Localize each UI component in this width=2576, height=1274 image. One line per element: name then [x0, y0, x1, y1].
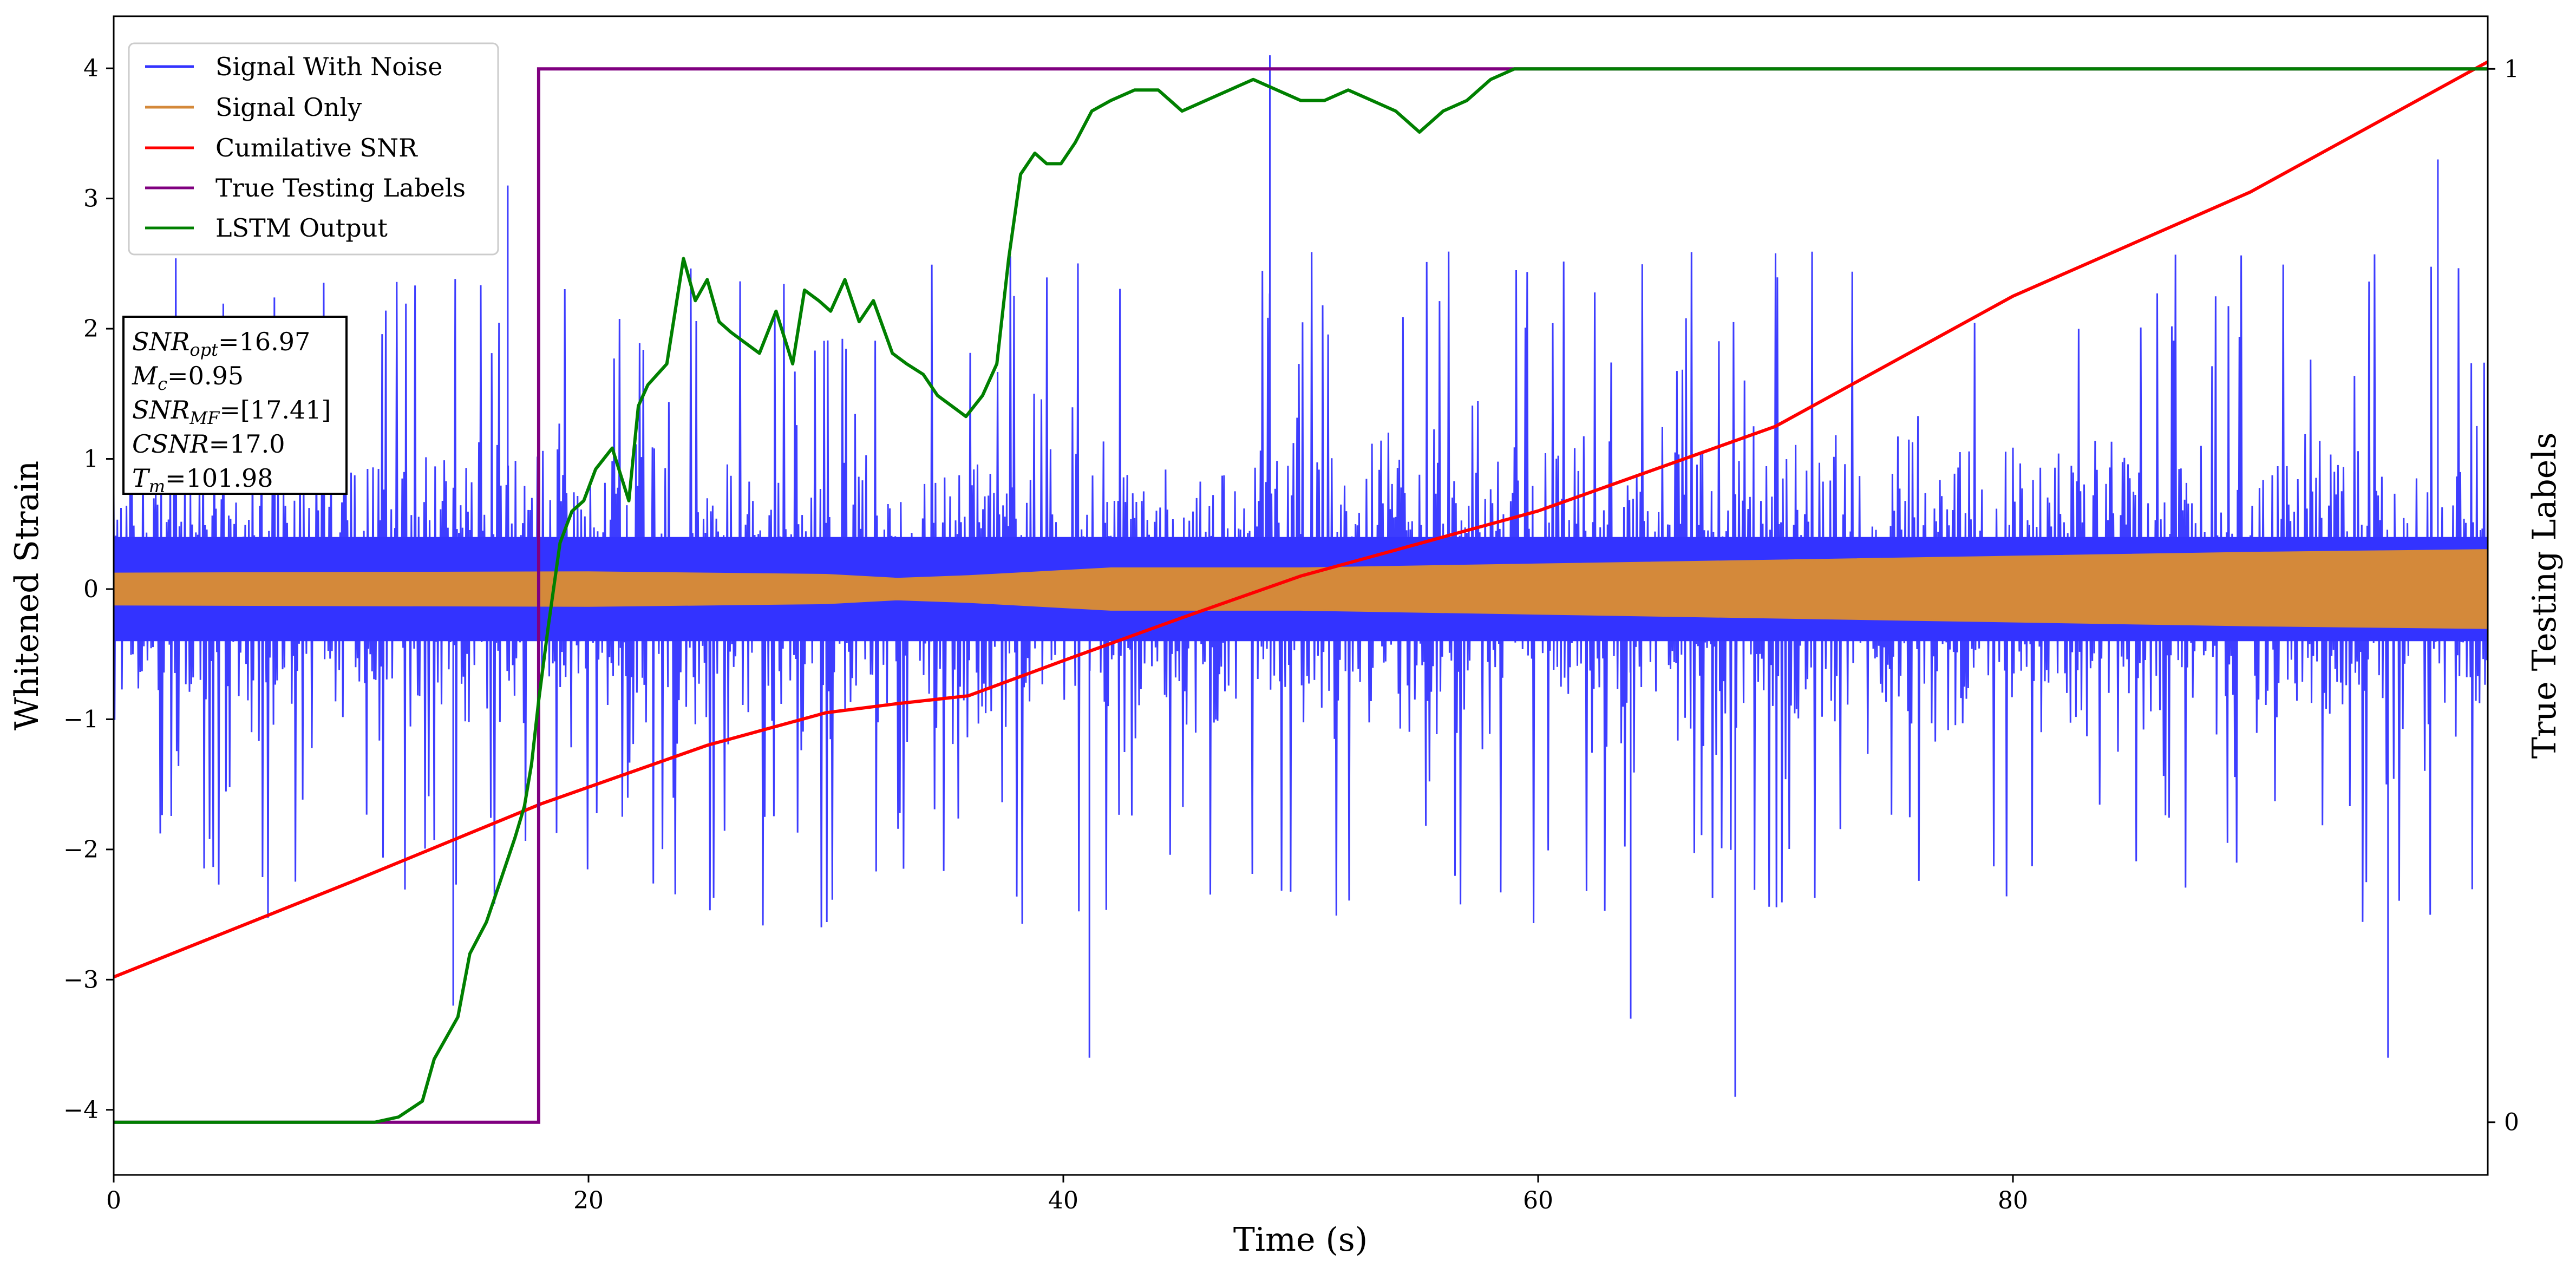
x-tick-label: 80 [1998, 1187, 2028, 1214]
y-tick-label: 4 [83, 55, 99, 82]
y-tick-label: 0 [83, 576, 99, 603]
legend: Signal With Noise Signal Only Cumilative… [128, 42, 499, 256]
x-tick-label: 60 [1523, 1187, 1553, 1214]
info-line-mc: Mc=0.95 [132, 361, 244, 394]
legend-label-signal-only: Signal Only [215, 93, 362, 122]
y-tick-label: 1 [83, 446, 99, 473]
x-tick-label: 0 [106, 1187, 121, 1214]
legend-label-signal-with-noise: Signal With Noise [215, 52, 442, 81]
info-line-csnr: CSNR=17.0 [132, 429, 285, 459]
info-line-snr-mf: SNRMF=[17.41] [132, 395, 331, 428]
series-lstm-output [114, 67, 2488, 1124]
x-tick-label: 40 [1048, 1187, 1078, 1214]
legend-box [128, 42, 499, 256]
y-tick-label: 3 [83, 185, 99, 213]
legend-label-lstm-output: LSTM Output [215, 213, 388, 243]
series-signal-only [114, 549, 2488, 629]
x-tick-label: 20 [573, 1187, 604, 1214]
y2-tick-label: 1 [2504, 55, 2519, 83]
y2-axis-title: True Testing Labels [2526, 433, 2564, 759]
y-axis-title: Whitened Strain [8, 461, 46, 730]
legend-label-cumilative-snr: Cumilative SNR [215, 133, 418, 162]
info-line-tm: Tm=101.98 [132, 463, 273, 496]
x-axis-title: Time (s) [1233, 1221, 1368, 1259]
info-line-snr-opt: SNRopt=16.97 [132, 327, 310, 360]
plot-frame [113, 15, 2489, 1176]
info-box-frame [122, 316, 348, 495]
series-signal-with-noise [114, 55, 2488, 1097]
info-box: SNRopt=16.97 Mc=0.95 SNRMF=[17.41] CSNR=… [122, 316, 348, 496]
y-tick-label: −3 [63, 966, 99, 994]
y-tick-label: −4 [63, 1096, 99, 1124]
series-cumilative-snr [114, 60, 2488, 979]
y2-tick-label: 0 [2504, 1109, 2519, 1136]
series-layer [114, 55, 2488, 1124]
y-tick-label: 2 [83, 315, 99, 343]
y-tick-label: −1 [63, 705, 99, 733]
y-tick-label: −2 [63, 836, 99, 864]
legend-label-true-testing-labels: True Testing Labels [215, 173, 466, 202]
